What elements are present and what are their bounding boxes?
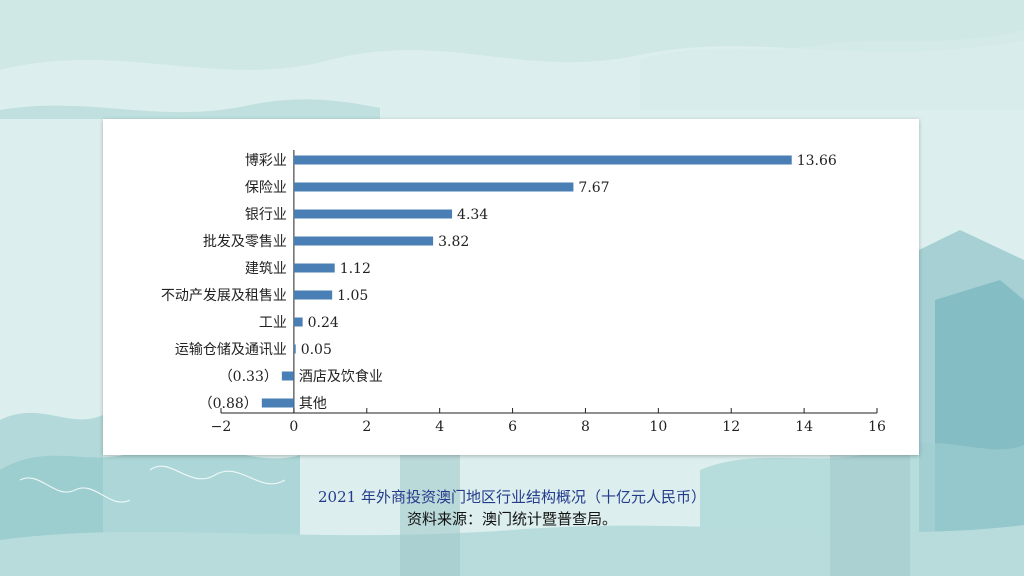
bar xyxy=(293,236,434,246)
category-label: 不动产发展及租售业 xyxy=(161,288,287,304)
value-label: 1.05 xyxy=(337,288,368,304)
x-tick-label: 6 xyxy=(508,419,517,435)
chart-caption-title: 2021 年外商投资澳门地区行业结构概况（十亿元人民币） xyxy=(318,488,706,506)
x-tick-label: 2 xyxy=(362,419,371,435)
chart-caption-source: 资料来源：澳门统计暨普查局。 xyxy=(406,510,617,528)
category-label: 运输仓储及通讯业 xyxy=(175,342,287,358)
value-label: （0.88） xyxy=(199,396,258,412)
category-label: 博彩业 xyxy=(245,152,287,169)
bar xyxy=(293,155,792,165)
bar xyxy=(293,182,574,192)
bar xyxy=(293,263,335,273)
bar xyxy=(293,317,303,327)
category-label: 保险业 xyxy=(245,180,287,196)
value-label: 1.12 xyxy=(340,261,371,277)
bar-chart: −2 0 2 4 6 8 10 12 14 16 博彩业 13.66 保险业 7.67 银行业 4.34 批发… xyxy=(161,150,886,435)
value-label: 3.82 xyxy=(438,234,469,250)
chart-card: −2 0 2 4 6 8 10 12 14 16 博彩业 13.66 保险业 7.67 银行业 4.34 批发… xyxy=(103,119,919,455)
category-label: 其他 xyxy=(299,396,327,412)
bar xyxy=(293,344,296,354)
x-tick-label: 14 xyxy=(795,419,813,435)
value-label: 7.67 xyxy=(578,180,609,196)
x-tick-label: 10 xyxy=(649,419,667,435)
bars xyxy=(261,155,792,408)
x-tick-label: 16 xyxy=(868,419,886,435)
value-label: 4.34 xyxy=(457,207,488,223)
value-label: 13.66 xyxy=(797,153,837,169)
x-tick-label: 4 xyxy=(435,419,444,435)
category-label: 工业 xyxy=(259,315,287,331)
x-tick-label: 12 xyxy=(722,419,740,435)
x-axis: −2 0 2 4 6 8 10 12 14 16 xyxy=(211,150,886,435)
x-tick-label: 8 xyxy=(581,419,590,435)
labels: 博彩业 13.66 保险业 7.67 银行业 4.34 批发及零售业 3.82 建筑业 1.12 不… xyxy=(161,152,837,412)
category-label: 批发及零售业 xyxy=(203,234,287,250)
value-label: （0.33） xyxy=(219,369,278,385)
x-tick-label: 0 xyxy=(289,419,298,435)
category-label: 建筑业 xyxy=(245,261,287,277)
bar xyxy=(293,209,453,219)
category-label: 酒店及饮食业 xyxy=(299,368,383,385)
bar xyxy=(281,371,294,381)
x-tick-label: −2 xyxy=(211,419,232,435)
bar xyxy=(261,398,294,408)
bar xyxy=(293,290,333,300)
category-label: 银行业 xyxy=(245,207,287,223)
value-label: 0.05 xyxy=(301,342,332,358)
value-label: 0.24 xyxy=(308,315,339,331)
